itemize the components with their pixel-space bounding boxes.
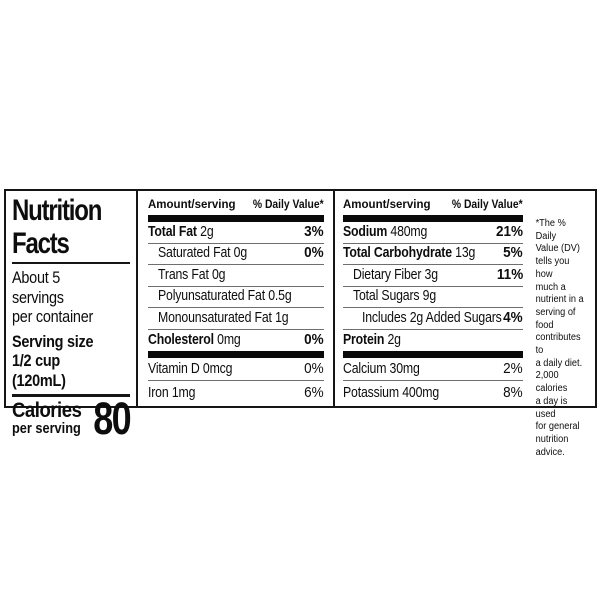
nutrient-dv: 2% (503, 360, 523, 377)
separator-bar (343, 215, 523, 222)
nutrient-name: Saturated Fat (158, 244, 231, 261)
column-2-header: Amount/serving % Daily Value* (343, 191, 523, 215)
nutrient-amount: 0mg (217, 331, 241, 348)
amount-serving-header: Amount/serving (148, 199, 236, 211)
row-total-carbohydrate: Total Carbohydrate 13g 5% (343, 244, 523, 265)
row-iron: Iron 1mg 6% (148, 381, 324, 404)
nutrient-dv: 5% (503, 244, 523, 261)
nutrient-amount: 0g (233, 244, 248, 261)
calories-sublabel: per serving (12, 421, 81, 437)
calories-label: Calories (12, 399, 82, 422)
row-polyunsaturated-fat: Polyunsaturated Fat 0.5g (148, 287, 324, 308)
amount-serving-header: Amount/serving (343, 199, 431, 211)
nutrient-name: Total Fat (148, 222, 197, 240)
row-sodium: Sodium 480mg 21% (343, 222, 523, 244)
serving-size: Serving size 1/2 cup (120mL) (12, 332, 112, 391)
daily-value-header: % Daily Value* (253, 199, 324, 211)
row-trans-fat: Trans Fat 0g (148, 265, 324, 287)
nutrient-dv: 8% (503, 384, 523, 401)
separator-bar (343, 351, 523, 358)
nutrient-amount: 9g (422, 287, 437, 304)
serving-size-value: 1/2 cup (120mL) (12, 351, 66, 390)
row-potassium: Potassium 400mg 8% (343, 381, 523, 404)
nutrient-dv: 0% (304, 244, 324, 261)
nutrient-dv: 21% (495, 222, 523, 240)
nutrient-amount: 3g (424, 265, 439, 283)
row-cholesterol: Cholesterol 0mg 0% (148, 330, 324, 352)
calories-value: 80 (93, 393, 131, 444)
row-dietary-fiber: Dietary Fiber 3g 11% (343, 265, 523, 287)
nutrient-amount: 0.5g (268, 287, 292, 304)
nutrient-column-2: Amount/serving % Daily Value* Sodium 480m… (335, 191, 531, 406)
nutrient-dv: 0% (304, 360, 324, 377)
title-block: Nutrition Facts (12, 193, 130, 264)
nutrient-name: Includes 2g Added Sugars (362, 308, 502, 326)
nutrient-dv: 6% (304, 384, 324, 401)
nutrient-name: Potassium (343, 384, 399, 401)
nutrient-amount: 400mg (402, 384, 440, 401)
nutrient-name: Cholesterol (148, 331, 214, 348)
nutrition-facts-panel: Nutrition Facts About 5 servings per con… (4, 189, 597, 458)
row-total-fat: Total Fat 2g 3% (148, 222, 324, 244)
nutrient-amount: 30mg (389, 360, 420, 377)
nutrient-amount: 13g (455, 244, 476, 261)
daily-value-footnote: *The % Daily Value (DV) tells you how mu… (535, 218, 584, 458)
nutrient-name: Monounsaturated Fat (158, 308, 272, 326)
daily-value-header: % Daily Value* (452, 199, 523, 211)
nutrient-column-1: Amount/serving % Daily Value* Total Fat 2… (138, 191, 335, 406)
nutrition-facts-title: Nutrition Facts (12, 194, 102, 260)
nutrient-amount: 2g (200, 222, 214, 240)
row-vitamin-d: Vitamin D 0mcg 0% (148, 358, 324, 381)
label-left-section: Nutrition Facts About 5 servings per con… (6, 191, 138, 441)
nutrient-amount: 2g (387, 331, 402, 348)
servings-per-container: About 5 servings per container (12, 268, 94, 326)
row-monounsaturated-fat: Monounsaturated Fat 1g (148, 308, 324, 330)
nutrient-name: Total Carbohydrate (343, 244, 452, 261)
nutrient-amount: 0mcg (202, 360, 233, 377)
nutrient-dv: 3% (304, 222, 324, 240)
separator-bar (148, 215, 324, 222)
nutrient-name: Sodium (343, 222, 388, 240)
row-calcium: Calcium 30mg 2% (343, 358, 523, 381)
row-added-sugars: Includes 2g Added Sugars 4% (343, 308, 523, 330)
nutrient-name: Protein (343, 331, 385, 348)
serving-size-label: Serving size (12, 331, 94, 351)
nutrient-dv: 11% (496, 265, 523, 283)
nutrient-name: Iron (148, 384, 169, 401)
nutrient-dv: 4% (503, 308, 523, 326)
row-total-sugars: Total Sugars 9g (343, 287, 523, 308)
nutrient-amount: 1g (275, 308, 289, 326)
nutrient-amount: 480mg (390, 222, 428, 240)
nutrient-name: Trans Fat (158, 265, 209, 283)
calories-section: Calories per serving 80 (12, 393, 132, 444)
nutrient-dv: 0% (304, 331, 324, 348)
separator-bar (148, 351, 324, 358)
row-protein: Protein 2g (343, 330, 523, 352)
nutrient-name: Total Sugars (353, 287, 420, 304)
nutrient-amount: 0g (211, 265, 226, 283)
nutrient-name: Calcium (343, 360, 387, 377)
nutrient-name: Dietary Fiber (353, 265, 422, 283)
nutrient-name: Polyunsaturated Fat (158, 287, 265, 304)
row-saturated-fat: Saturated Fat 0g 0% (148, 244, 324, 265)
nutrient-amount: 1mg (171, 384, 196, 401)
column-1-header: Amount/serving % Daily Value* (148, 191, 324, 215)
nutrient-name: Vitamin D (148, 360, 200, 377)
